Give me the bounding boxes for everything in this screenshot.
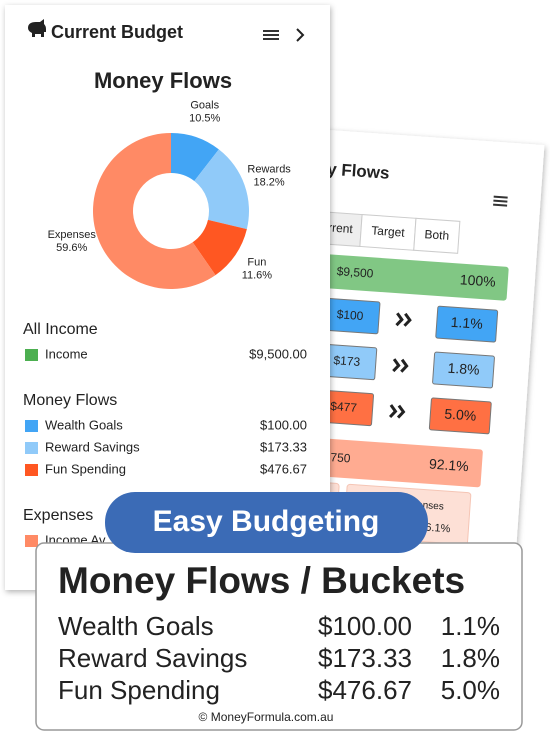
- banner-pill: [105, 492, 428, 553]
- flow-arrow: [392, 358, 409, 373]
- row-label: Fun Spending: [45, 461, 126, 476]
- callout: Money Flows / Buckets © MoneyFormula.com…: [35, 542, 523, 731]
- slice: [171, 133, 219, 181]
- expenses-bar: [305, 437, 483, 488]
- swatch: [25, 420, 38, 432]
- back-title: y Flows: [327, 160, 391, 183]
- flow-percent: 5.0%: [444, 405, 477, 423]
- flow-amount: $173: [333, 353, 361, 369]
- slice-label: Expenses: [48, 229, 97, 241]
- row-amount: $173.33: [260, 439, 307, 454]
- flow-arrow: [395, 312, 412, 327]
- slice-value: 10.5%: [189, 113, 220, 125]
- row-label: Income: [45, 346, 88, 361]
- slice-value: 18.2%: [254, 176, 285, 188]
- callout-amount: $476.67: [318, 675, 412, 705]
- flow-arrow: [388, 404, 406, 419]
- sections: All Income Income $9,500.00 Money Flows Weal…: [23, 321, 307, 547]
- total-amount: $9,500: [336, 264, 374, 281]
- chevron-icon[interactable]: [296, 28, 305, 42]
- row-amount: $476.67: [260, 461, 307, 476]
- slice-label: Rewards: [247, 163, 291, 175]
- swatch: [25, 442, 38, 454]
- banner-text: Easy Budgeting: [153, 505, 380, 538]
- tab-label: Target: [371, 223, 406, 239]
- flow-amount: $100: [336, 307, 364, 323]
- row-label: Reward Savings: [45, 439, 140, 454]
- callout-label: Wealth Goals: [58, 611, 214, 641]
- slice-value: 11.6%: [242, 270, 273, 282]
- callout-amount: $100.00: [318, 611, 412, 641]
- slice: [192, 219, 247, 276]
- callout-amount: $173.33: [318, 643, 412, 673]
- expenses-percent: 92.1%: [428, 456, 469, 475]
- back-list-icon: [493, 195, 508, 207]
- row-label: Wealth Goals: [45, 417, 123, 432]
- callout-percent: 1.8%: [441, 643, 500, 673]
- slice: [194, 149, 250, 230]
- callout-footer: © MoneyFormula.com.au: [199, 710, 334, 724]
- swatch: [25, 535, 38, 547]
- row-amount: $100.00: [260, 417, 307, 432]
- callout-label: Fun Spending: [58, 675, 220, 705]
- callout-label: Reward Savings: [58, 643, 247, 673]
- tab-label: Both: [424, 227, 450, 243]
- total-bar: [317, 253, 509, 301]
- list-icon: [263, 30, 279, 40]
- flow-percent-box: [435, 305, 499, 343]
- tab[interactable]: [413, 217, 461, 254]
- callout-percent: 5.0%: [441, 675, 500, 705]
- flow-percent: 1.8%: [447, 360, 480, 378]
- flow-percent-box: [428, 397, 492, 435]
- total-percent: 100%: [459, 271, 496, 289]
- section-title: Money Flows: [23, 392, 117, 409]
- slice-label: Fun: [247, 257, 266, 269]
- flow-amount: $477: [330, 399, 358, 415]
- slice-label: Goals: [190, 100, 219, 112]
- row-amount: $9,500.00: [249, 346, 307, 361]
- chart-title: Money Flows: [94, 68, 232, 93]
- slice: [93, 133, 216, 289]
- swatch: [25, 349, 38, 361]
- callout-percent: 1.1%: [441, 611, 500, 641]
- header-title: Current Budget: [51, 22, 183, 42]
- flow-percent: 1.1%: [450, 314, 483, 332]
- piggy-icon: [28, 19, 46, 37]
- swatch: [25, 464, 38, 476]
- flow-percent-box: [432, 351, 495, 389]
- section-title: All Income: [23, 321, 98, 338]
- section-title: Expenses: [23, 507, 93, 524]
- banner: Easy Budgeting: [105, 492, 428, 553]
- callout-title: Money Flows / Buckets: [58, 560, 465, 601]
- slice-value: 59.6%: [56, 242, 87, 254]
